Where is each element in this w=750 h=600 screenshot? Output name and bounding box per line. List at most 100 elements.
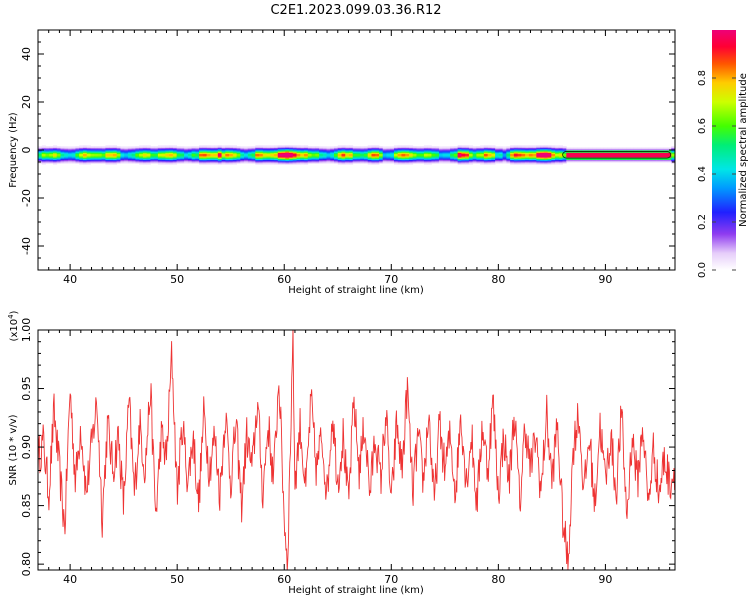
heatmap-cell [105, 158, 110, 160]
heatmap-cell [506, 158, 511, 160]
heatmap-cell [86, 156, 91, 158]
heatmap-cell [472, 150, 477, 152]
heatmap-cell [487, 148, 492, 151]
heatmap-cell [360, 156, 365, 158]
heatmap-cell [645, 151, 650, 153]
heatmap-cell [472, 160, 477, 163]
heatmap-cell [397, 160, 402, 163]
heatmap-cell [397, 146, 402, 148]
heatmap-cell [528, 150, 534, 152]
heatmap-cell [408, 146, 414, 148]
heatmap-cell [176, 152, 181, 154]
heatmap-cell [596, 154, 601, 157]
heatmap-cell [296, 147, 301, 150]
snr-series-line [38, 330, 675, 570]
heatmap-cell [229, 158, 234, 160]
heatmap-cell [180, 156, 185, 158]
heatmap-cell [180, 157, 185, 159]
heatmap-cell [172, 150, 178, 152]
heatmap-cell [131, 154, 136, 157]
heatmap-cell [82, 148, 88, 151]
heatmap-cell [105, 160, 110, 163]
heatmap-cell [480, 157, 485, 159]
heatmap-cell [262, 150, 267, 152]
heatmap-cell [671, 147, 675, 150]
heatmap-cell [543, 162, 548, 164]
heatmap-cell [124, 148, 129, 151]
heatmap-cell [607, 159, 612, 162]
heatmap-cell [408, 147, 414, 150]
heatmap-cell [139, 163, 144, 165]
heatmap-cell [229, 146, 234, 148]
heatmap-cell [513, 154, 519, 157]
snr-y-axis: 0.800.850.900.951.00 [20, 318, 675, 576]
heatmap-cell [60, 159, 65, 162]
heatmap-cell [453, 156, 459, 158]
heatmap-cell [416, 146, 421, 148]
heatmap-cell [184, 159, 189, 162]
snr-line-layer [38, 330, 675, 570]
heatmap-cell [540, 162, 545, 164]
heatmap-cell [154, 159, 159, 162]
heatmap-cell [75, 162, 80, 164]
heatmap-cell [633, 151, 638, 153]
heatmap-cell [101, 146, 106, 148]
heatmap-cell [465, 160, 470, 163]
heatmap-cell [487, 146, 492, 148]
heatmap-cell [322, 152, 327, 154]
heatmap-cell [112, 146, 118, 148]
heatmap-cell [154, 148, 159, 151]
heatmap-cell [79, 158, 84, 160]
heatmap-cell [214, 145, 219, 147]
heatmap-cell [375, 153, 380, 156]
heatmap-cell [382, 148, 387, 151]
heatmap-cell [532, 157, 537, 159]
heatmap-cell [468, 156, 474, 158]
heatmap-cell [172, 154, 178, 157]
heatmap-cell [247, 156, 252, 158]
heatmap-cell [277, 156, 282, 158]
heatmap-cell [656, 154, 661, 157]
heatmap-cell [607, 154, 612, 157]
heatmap-cell [334, 153, 339, 156]
heatmap-cell [667, 157, 672, 159]
x-tick-label: 90 [598, 573, 612, 586]
heatmap-cell [528, 159, 534, 162]
heatmap-cell [540, 163, 545, 165]
heatmap-cell [150, 162, 155, 164]
peak-contour [562, 151, 672, 159]
heatmap-cell [543, 148, 548, 151]
heatmap-cell [566, 150, 571, 152]
heatmap-cell [360, 154, 365, 157]
heatmap-cell [195, 153, 200, 156]
heatmap-cell [363, 154, 369, 157]
heatmap-cell [191, 148, 196, 151]
heatmap-cell [438, 152, 444, 154]
heatmap-cell [127, 154, 133, 157]
heatmap-cell [645, 153, 650, 156]
heatmap-cell [562, 147, 567, 150]
heatmap-cell [633, 147, 638, 150]
heatmap-cell [390, 158, 395, 160]
heatmap-cell [240, 158, 245, 160]
heatmap-cell [618, 147, 623, 150]
heatmap-cell [135, 151, 140, 153]
heatmap-cell [135, 159, 140, 162]
heatmap-cell [337, 159, 342, 162]
heatmap-cell [101, 156, 106, 158]
heatmap-cell [206, 160, 211, 163]
heatmap-cell [217, 145, 223, 147]
heatmap-cell [562, 160, 567, 163]
heatmap-cell [513, 145, 519, 147]
heatmap-cell [356, 159, 361, 162]
heatmap-cell [450, 146, 455, 148]
heatmap-cell [105, 148, 110, 151]
heatmap-cell [319, 157, 324, 159]
heatmap-cell [420, 152, 425, 154]
heatmap-cell [495, 154, 500, 157]
heatmap-cell [607, 147, 612, 150]
heatmap-cell [184, 158, 189, 160]
heatmap-cell [378, 153, 384, 156]
heatmap-cell [596, 151, 601, 153]
heatmap-cell [435, 147, 440, 150]
